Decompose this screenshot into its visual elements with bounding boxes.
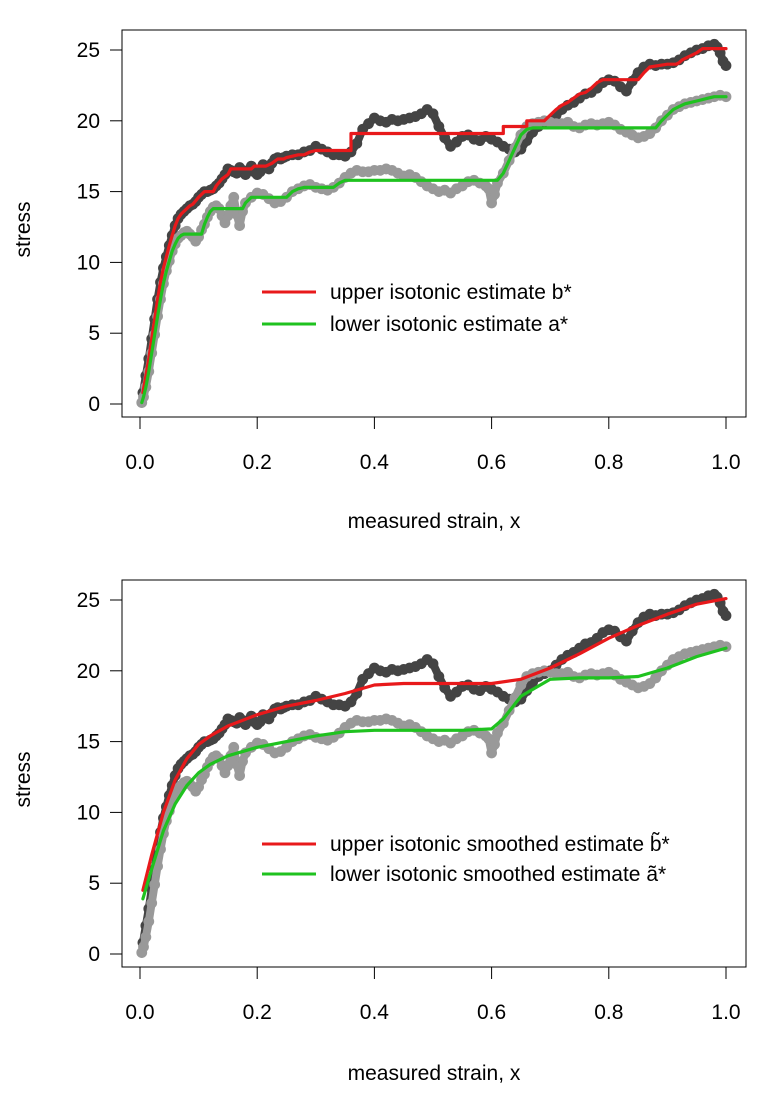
fit-line-lower-fit <box>141 646 728 901</box>
y-tick-label: 15 <box>77 731 100 754</box>
x-tick-label: 0.0 <box>125 451 154 474</box>
legend-label-lower: lower isotonic estimate a* <box>330 313 568 336</box>
data-band-upper-raw <box>719 607 730 620</box>
panel-top: 0.0 0.2 0.4 0.6 0.8 1.0 0 5 10 15 20 25 measured s… <box>12 29 747 533</box>
x-tick-label: 0.2 <box>243 1001 272 1024</box>
y-tick-label: 20 <box>77 660 100 683</box>
x-tick-label: 0.8 <box>594 1001 623 1024</box>
fit-lines-layer <box>141 597 728 901</box>
x-tick-label: 0.2 <box>243 451 272 474</box>
y-axis-label: stress <box>12 751 35 807</box>
x-axis-label: measured strain, x <box>348 1062 521 1085</box>
x-axis: 0.0 0.2 0.4 0.6 0.8 1.0 <box>125 416 741 474</box>
y-tick-label: 5 <box>88 872 100 895</box>
legend-label-upper: upper isotonic estimate b* <box>330 281 572 304</box>
x-tick-label: 0.6 <box>477 1001 506 1024</box>
y-tick-label: 10 <box>77 801 100 824</box>
legend: upper isotonic estimate b* lower isotoni… <box>262 281 572 336</box>
y-axis: 0 5 10 15 20 25 <box>77 39 123 416</box>
legend-label-upper: upper isotonic smoothed estimate b̃* <box>330 833 670 856</box>
y-tick-label: 10 <box>77 251 100 274</box>
panel-bottom: 0.0 0.2 0.4 0.6 0.8 1.0 0 5 10 15 20 25 measured s… <box>12 579 747 1085</box>
x-tick-label: 0.4 <box>360 451 390 474</box>
y-tick-label: 15 <box>77 181 100 204</box>
y-tick-label: 0 <box>88 393 100 416</box>
y-tick-label: 25 <box>77 39 100 62</box>
x-tick-label: 0.6 <box>477 451 506 474</box>
fit-line-upper-fit <box>141 47 728 395</box>
x-tick-label: 1.0 <box>711 451 740 474</box>
data-band-lower-raw <box>716 641 730 651</box>
x-tick-label: 1.0 <box>711 1001 740 1024</box>
y-tick-label: 25 <box>77 589 100 612</box>
y-tick-label: 0 <box>88 943 100 966</box>
x-tick-label: 0.8 <box>594 451 623 474</box>
fit-line-upper-fit <box>141 597 728 892</box>
x-tick-label: 0.4 <box>360 1001 390 1024</box>
fit-line-lower-fit <box>140 95 728 405</box>
y-axis-label: stress <box>12 201 35 257</box>
y-axis: 0 5 10 15 20 25 <box>77 589 123 966</box>
legend: upper isotonic smoothed estimate b̃* low… <box>262 833 670 886</box>
x-axis-label: measured strain, x <box>348 510 521 533</box>
legend-label-lower: lower isotonic smoothed estimate ã* <box>330 863 666 886</box>
x-axis: 0.0 0.2 0.4 0.6 0.8 1.0 <box>125 966 741 1024</box>
data-band-upper-raw <box>719 57 730 70</box>
fit-lines-layer <box>140 47 728 405</box>
y-tick-label: 5 <box>88 322 100 345</box>
y-tick-label: 20 <box>77 110 100 133</box>
x-tick-label: 0.0 <box>125 1001 154 1024</box>
